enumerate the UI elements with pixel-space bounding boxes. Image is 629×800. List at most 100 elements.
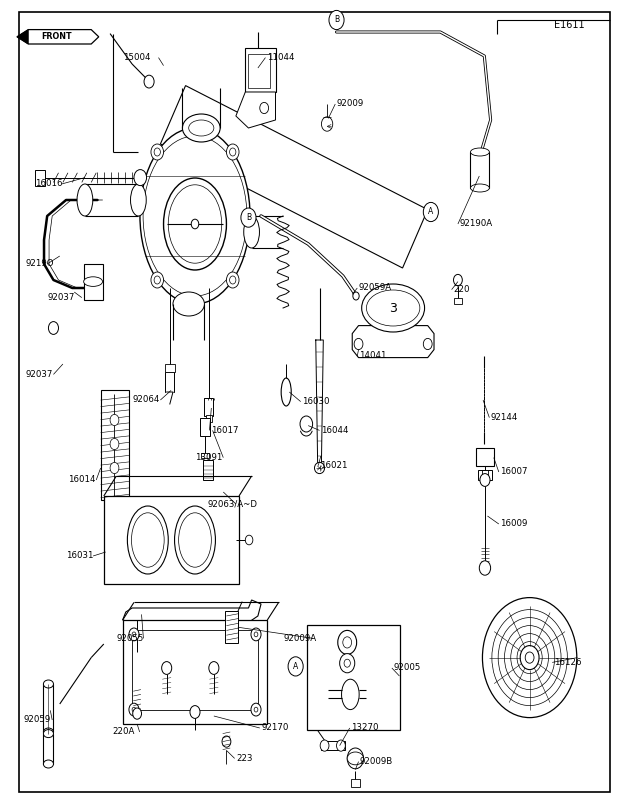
Circle shape: [482, 598, 577, 718]
Circle shape: [230, 276, 236, 284]
Text: 15004: 15004: [123, 53, 150, 62]
Circle shape: [154, 276, 160, 284]
Ellipse shape: [43, 680, 53, 688]
Circle shape: [254, 632, 258, 637]
Circle shape: [329, 10, 344, 30]
Ellipse shape: [131, 513, 164, 567]
Circle shape: [344, 659, 350, 667]
Text: 13091: 13091: [195, 453, 223, 462]
Text: E1611: E1611: [554, 20, 584, 30]
Bar: [104, 496, 239, 584]
Text: 92055: 92055: [116, 634, 144, 643]
Circle shape: [110, 438, 119, 450]
Polygon shape: [352, 326, 434, 358]
Circle shape: [190, 706, 200, 718]
Text: FRONT: FRONT: [42, 32, 72, 42]
Circle shape: [226, 272, 239, 288]
Circle shape: [230, 148, 236, 156]
Circle shape: [132, 707, 136, 712]
Polygon shape: [160, 86, 428, 268]
Bar: [43, 734, 53, 764]
Circle shape: [241, 208, 256, 227]
Ellipse shape: [470, 184, 489, 192]
Polygon shape: [316, 340, 323, 464]
Text: A: A: [428, 207, 433, 217]
Ellipse shape: [127, 506, 168, 574]
Circle shape: [209, 662, 219, 674]
Text: 92005: 92005: [393, 663, 421, 673]
Ellipse shape: [321, 117, 333, 131]
Bar: [132, 630, 258, 710]
Text: 92170: 92170: [261, 723, 289, 733]
Text: 92037: 92037: [25, 370, 53, 379]
Text: 92190A: 92190A: [459, 219, 493, 229]
Circle shape: [144, 75, 154, 88]
Bar: [204, 398, 213, 416]
Ellipse shape: [43, 760, 53, 768]
Bar: [307, 625, 400, 730]
Circle shape: [154, 148, 160, 156]
Ellipse shape: [470, 148, 489, 156]
Ellipse shape: [362, 284, 425, 332]
Text: 16126: 16126: [554, 658, 581, 667]
Bar: [321, 741, 345, 750]
Text: 92009A: 92009A: [283, 634, 316, 643]
Bar: [351, 779, 360, 787]
Bar: [454, 298, 462, 304]
Text: 92037: 92037: [47, 293, 75, 302]
Ellipse shape: [143, 136, 247, 296]
Circle shape: [245, 535, 253, 545]
Circle shape: [132, 632, 136, 637]
Circle shape: [134, 170, 147, 186]
Circle shape: [338, 630, 357, 654]
Ellipse shape: [164, 178, 226, 270]
Ellipse shape: [174, 506, 215, 574]
Circle shape: [480, 474, 490, 486]
Circle shape: [110, 462, 119, 474]
Ellipse shape: [43, 730, 53, 738]
Text: 16031: 16031: [65, 551, 93, 561]
Circle shape: [133, 708, 142, 719]
Bar: [101, 390, 129, 500]
Bar: [206, 415, 212, 422]
Bar: [35, 170, 45, 186]
Text: 13270: 13270: [351, 723, 379, 733]
Circle shape: [151, 144, 164, 160]
Circle shape: [251, 628, 261, 641]
Text: 16009: 16009: [500, 519, 528, 529]
Bar: [248, 54, 270, 88]
Text: 92009: 92009: [337, 99, 364, 109]
Ellipse shape: [347, 752, 364, 765]
Text: 16017: 16017: [211, 426, 238, 435]
Bar: [165, 364, 175, 372]
Ellipse shape: [173, 292, 204, 316]
Circle shape: [479, 561, 491, 575]
Circle shape: [423, 338, 432, 350]
Bar: [201, 453, 209, 458]
Text: 92063/A~D: 92063/A~D: [208, 499, 257, 509]
Bar: [200, 418, 210, 436]
Bar: [165, 372, 174, 392]
Bar: [245, 48, 276, 92]
Circle shape: [525, 652, 534, 663]
Ellipse shape: [366, 290, 420, 326]
Circle shape: [254, 707, 258, 712]
Text: 16014: 16014: [68, 475, 96, 485]
Text: 11044: 11044: [267, 53, 295, 62]
Text: PartsRepublik: PartsRepublik: [173, 374, 355, 490]
Circle shape: [354, 338, 363, 350]
Bar: [123, 620, 267, 724]
Circle shape: [129, 628, 139, 641]
Text: 92059: 92059: [24, 715, 51, 725]
Ellipse shape: [168, 185, 221, 263]
Text: 9219O: 9219O: [25, 259, 53, 269]
Polygon shape: [17, 30, 28, 44]
Text: 220: 220: [453, 285, 469, 294]
Polygon shape: [167, 392, 173, 404]
Bar: [478, 470, 492, 480]
Circle shape: [260, 102, 269, 114]
Text: 16044: 16044: [321, 426, 348, 435]
Text: 92009B: 92009B: [360, 757, 393, 766]
Circle shape: [226, 144, 239, 160]
Text: 220A: 220A: [112, 727, 135, 737]
